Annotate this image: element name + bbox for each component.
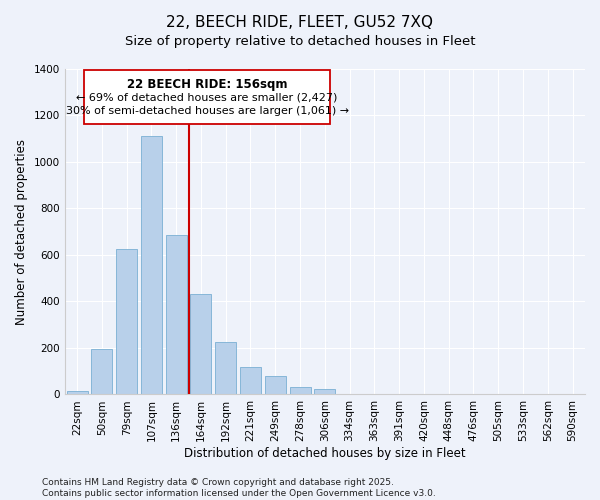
Bar (240, 366, 261, 394)
Bar (290, 388, 311, 394)
Bar (215, 342, 236, 394)
Bar (67, 391, 88, 394)
Bar (314, 388, 335, 394)
Text: Size of property relative to detached houses in Fleet: Size of property relative to detached ho… (125, 35, 475, 48)
Bar (190, 294, 211, 394)
X-axis label: Distribution of detached houses by size in Fleet: Distribution of detached houses by size … (184, 447, 466, 460)
Bar (116, 249, 137, 394)
Text: ← 69% of detached houses are smaller (2,427): ← 69% of detached houses are smaller (2,… (76, 92, 338, 102)
Bar (91, 349, 112, 395)
Bar (265, 376, 286, 394)
Text: 30% of semi-detached houses are larger (1,061) →: 30% of semi-detached houses are larger (… (65, 106, 349, 116)
Text: Contains HM Land Registry data © Crown copyright and database right 2025.
Contai: Contains HM Land Registry data © Crown c… (42, 478, 436, 498)
Bar (141, 136, 162, 394)
Text: 22 BEECH RIDE: 156sqm: 22 BEECH RIDE: 156sqm (127, 78, 287, 92)
Bar (166, 235, 187, 394)
Text: 22, BEECH RIDE, FLEET, GU52 7XQ: 22, BEECH RIDE, FLEET, GU52 7XQ (167, 15, 433, 30)
Y-axis label: Number of detached properties: Number of detached properties (15, 138, 28, 324)
FancyBboxPatch shape (85, 70, 330, 124)
